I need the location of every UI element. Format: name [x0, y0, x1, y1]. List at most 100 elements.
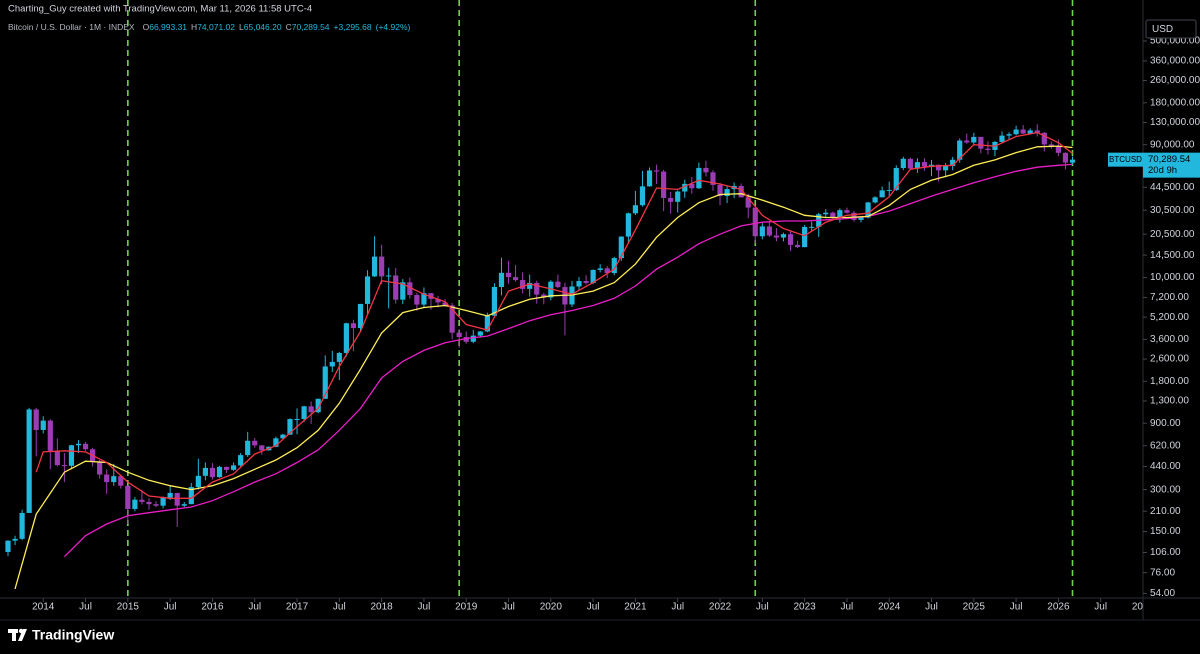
y-tick-label: 3,600.00 — [1150, 334, 1189, 345]
x-tick-label: 2014 — [32, 602, 55, 613]
y-tick-label: 54.00 — [1150, 588, 1175, 599]
candle-body — [463, 337, 469, 342]
legend-value: 74,071.02 — [197, 22, 235, 32]
candle-body — [689, 183, 695, 189]
x-tick-label: 2015 — [117, 602, 140, 613]
x-tick-label: Jul — [925, 602, 938, 613]
candle-body — [104, 474, 110, 483]
candle-body — [343, 323, 349, 353]
candle-body — [146, 501, 152, 505]
candle-body — [505, 272, 512, 278]
candle-body — [273, 438, 279, 447]
y-tick-label: 30,500.00 — [1150, 205, 1195, 216]
x-tick-label: 2020 — [540, 602, 563, 613]
brand-logo[interactable]: TradingView — [8, 627, 114, 643]
y-tick-label: 10,000.00 — [1150, 272, 1195, 283]
x-tick-label: Jul — [1094, 602, 1107, 613]
candle-body — [717, 184, 723, 197]
y-tick-label: 5,200.00 — [1150, 312, 1189, 323]
candle-body — [75, 443, 82, 446]
candle-body — [534, 282, 540, 295]
legend-key: H — [191, 22, 197, 32]
candle-body — [118, 476, 124, 486]
y-tick-label: 14,500.00 — [1150, 250, 1195, 261]
candle-body — [668, 197, 674, 202]
candle-body — [47, 420, 53, 451]
candle-body — [999, 135, 1005, 142]
candle-body — [809, 226, 815, 228]
candle-body — [40, 420, 46, 430]
candle-body — [921, 162, 928, 167]
candle-body — [421, 293, 427, 305]
candle-body — [188, 487, 194, 505]
candle-body — [943, 165, 949, 171]
y-tick-label: 440.00 — [1150, 461, 1181, 472]
candle-body — [435, 298, 441, 303]
candle-body — [315, 398, 321, 413]
candle-body — [618, 236, 624, 259]
legend-change: +3,295.68 — [334, 22, 372, 32]
candle-body — [964, 140, 970, 143]
candle-body — [223, 466, 230, 470]
logo-part — [12, 629, 16, 641]
candle-body — [294, 418, 300, 420]
candle-body — [597, 268, 603, 270]
candle-body — [1013, 129, 1019, 135]
candle-body — [893, 168, 899, 190]
candle-body — [386, 275, 392, 277]
price-axis — [1143, 0, 1200, 620]
candle-body — [259, 445, 265, 451]
candle-body — [985, 148, 991, 150]
candle-body — [19, 512, 25, 539]
symbol-box — [1108, 152, 1143, 167]
candle-body — [209, 467, 216, 478]
candle-body — [611, 258, 617, 274]
candle-body — [1069, 159, 1076, 163]
x-tick-label: 2016 — [201, 602, 224, 613]
candle-body — [957, 140, 963, 160]
candle-body — [407, 282, 413, 295]
candle-body — [576, 281, 582, 287]
candle-body — [456, 332, 462, 338]
ma-line — [35, 131, 1073, 499]
x-tick-label: Jul — [333, 602, 346, 613]
candle-body — [555, 281, 561, 288]
candle-body — [632, 205, 639, 214]
candle-body — [470, 335, 476, 342]
currency-box[interactable] — [1145, 19, 1197, 39]
ma-line — [14, 145, 1073, 590]
candle-body — [498, 272, 505, 287]
candle-body — [738, 185, 744, 198]
candle-body — [794, 244, 801, 248]
candle-body — [1020, 129, 1026, 134]
candle-body — [216, 466, 223, 478]
price-label: 70,289.54 — [1148, 154, 1190, 165]
candle-body — [773, 235, 780, 238]
candle-body — [202, 467, 208, 476]
legend: Bitcoin / U.S. Dollar · 1M · INDEX O66,99… — [8, 22, 411, 32]
candle-body — [287, 419, 293, 435]
x-tick-label: 2022 — [709, 602, 732, 613]
subtitle: Charting_Guy created with TradingView.co… — [8, 4, 312, 15]
candle-body — [491, 286, 498, 316]
x-tick-label: Jul — [671, 602, 684, 613]
candle-body — [125, 485, 131, 509]
symbol-label: BTCUSD — [1109, 155, 1142, 164]
candle-body — [759, 226, 765, 237]
x-axis: 2014 Jul 2015 Jul 2016 Jul 2017 Jul 2018 Jul 2019 J… — [32, 598, 1155, 613]
candle-body — [301, 406, 307, 419]
candle-body — [787, 234, 794, 245]
candle-body — [245, 440, 251, 456]
candle-body — [1041, 132, 1047, 145]
y-tick-label: 210.00 — [1150, 506, 1181, 517]
candle-body — [174, 492, 180, 506]
x-tick-label: 2023 — [793, 602, 816, 613]
y-tick-label: 500,000.00 — [1150, 36, 1200, 47]
candle-body — [1048, 144, 1054, 147]
candle-body — [26, 409, 32, 513]
x-tick-label: Jul — [164, 602, 177, 613]
candle-body — [308, 406, 314, 413]
candle-body — [442, 302, 448, 306]
